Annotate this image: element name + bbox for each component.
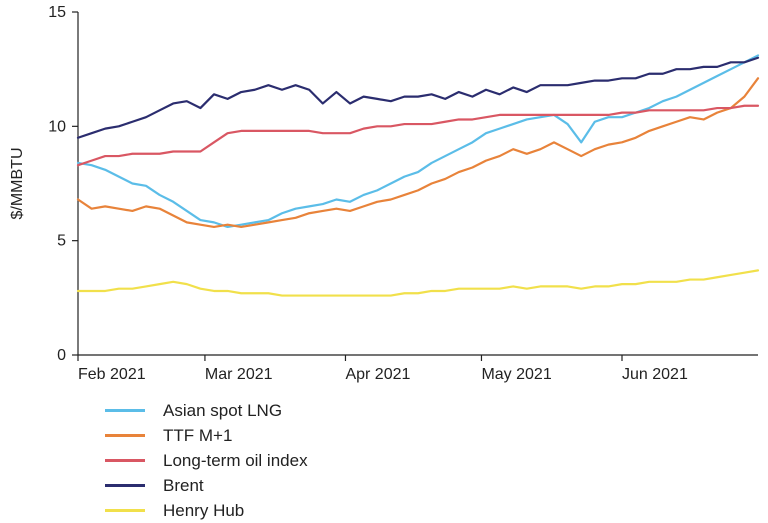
legend-swatch <box>105 484 145 487</box>
legend-label: Long-term oil index <box>163 452 308 469</box>
legend-item: TTF M+1 <box>105 423 308 448</box>
series-line: Asian spot LNG <box>78 55 758 227</box>
x-tick-label: Mar 2021 <box>205 366 273 383</box>
legend-item: Asian spot LNG <box>105 398 308 423</box>
x-tick-label: Feb 2021 <box>78 366 146 383</box>
y-tick-label: 5 <box>57 233 66 250</box>
x-tick-label: Jun 2021 <box>622 366 688 383</box>
chart-container: 0 5 10 15 Feb 2021 Mar 2021 Apr 2021 May 2021 Ju… <box>0 0 768 521</box>
legend-swatch <box>105 459 145 462</box>
legend-label: TTF M+1 <box>163 427 232 444</box>
legend-label: Asian spot LNG <box>163 402 282 419</box>
y-axis-label: $/MMBTU <box>9 148 26 220</box>
y-tick-label: 0 <box>57 347 66 364</box>
series-line: Brent <box>78 58 758 138</box>
x-tick-label: May 2021 <box>481 366 551 383</box>
legend-swatch <box>105 434 145 437</box>
legend-item: Long-term oil index <box>105 448 308 473</box>
series-line: TTF M+1 <box>78 78 758 227</box>
legend-item: Henry Hub <box>105 498 308 523</box>
legend-label: Henry Hub <box>163 502 244 519</box>
legend: Asian spot LNG TTF M+1 Long-term oil index… <box>105 398 308 523</box>
y-tick-label: 10 <box>48 118 66 135</box>
series-line: Long-term oil index <box>78 106 758 165</box>
series-line: Henry Hub <box>78 270 758 295</box>
legend-swatch <box>105 509 145 512</box>
legend-item: Brent <box>105 473 308 498</box>
legend-label: Brent <box>163 477 204 494</box>
x-tick-label: Apr 2021 <box>345 366 410 383</box>
legend-swatch <box>105 409 145 412</box>
y-tick-label: 15 <box>48 4 66 21</box>
